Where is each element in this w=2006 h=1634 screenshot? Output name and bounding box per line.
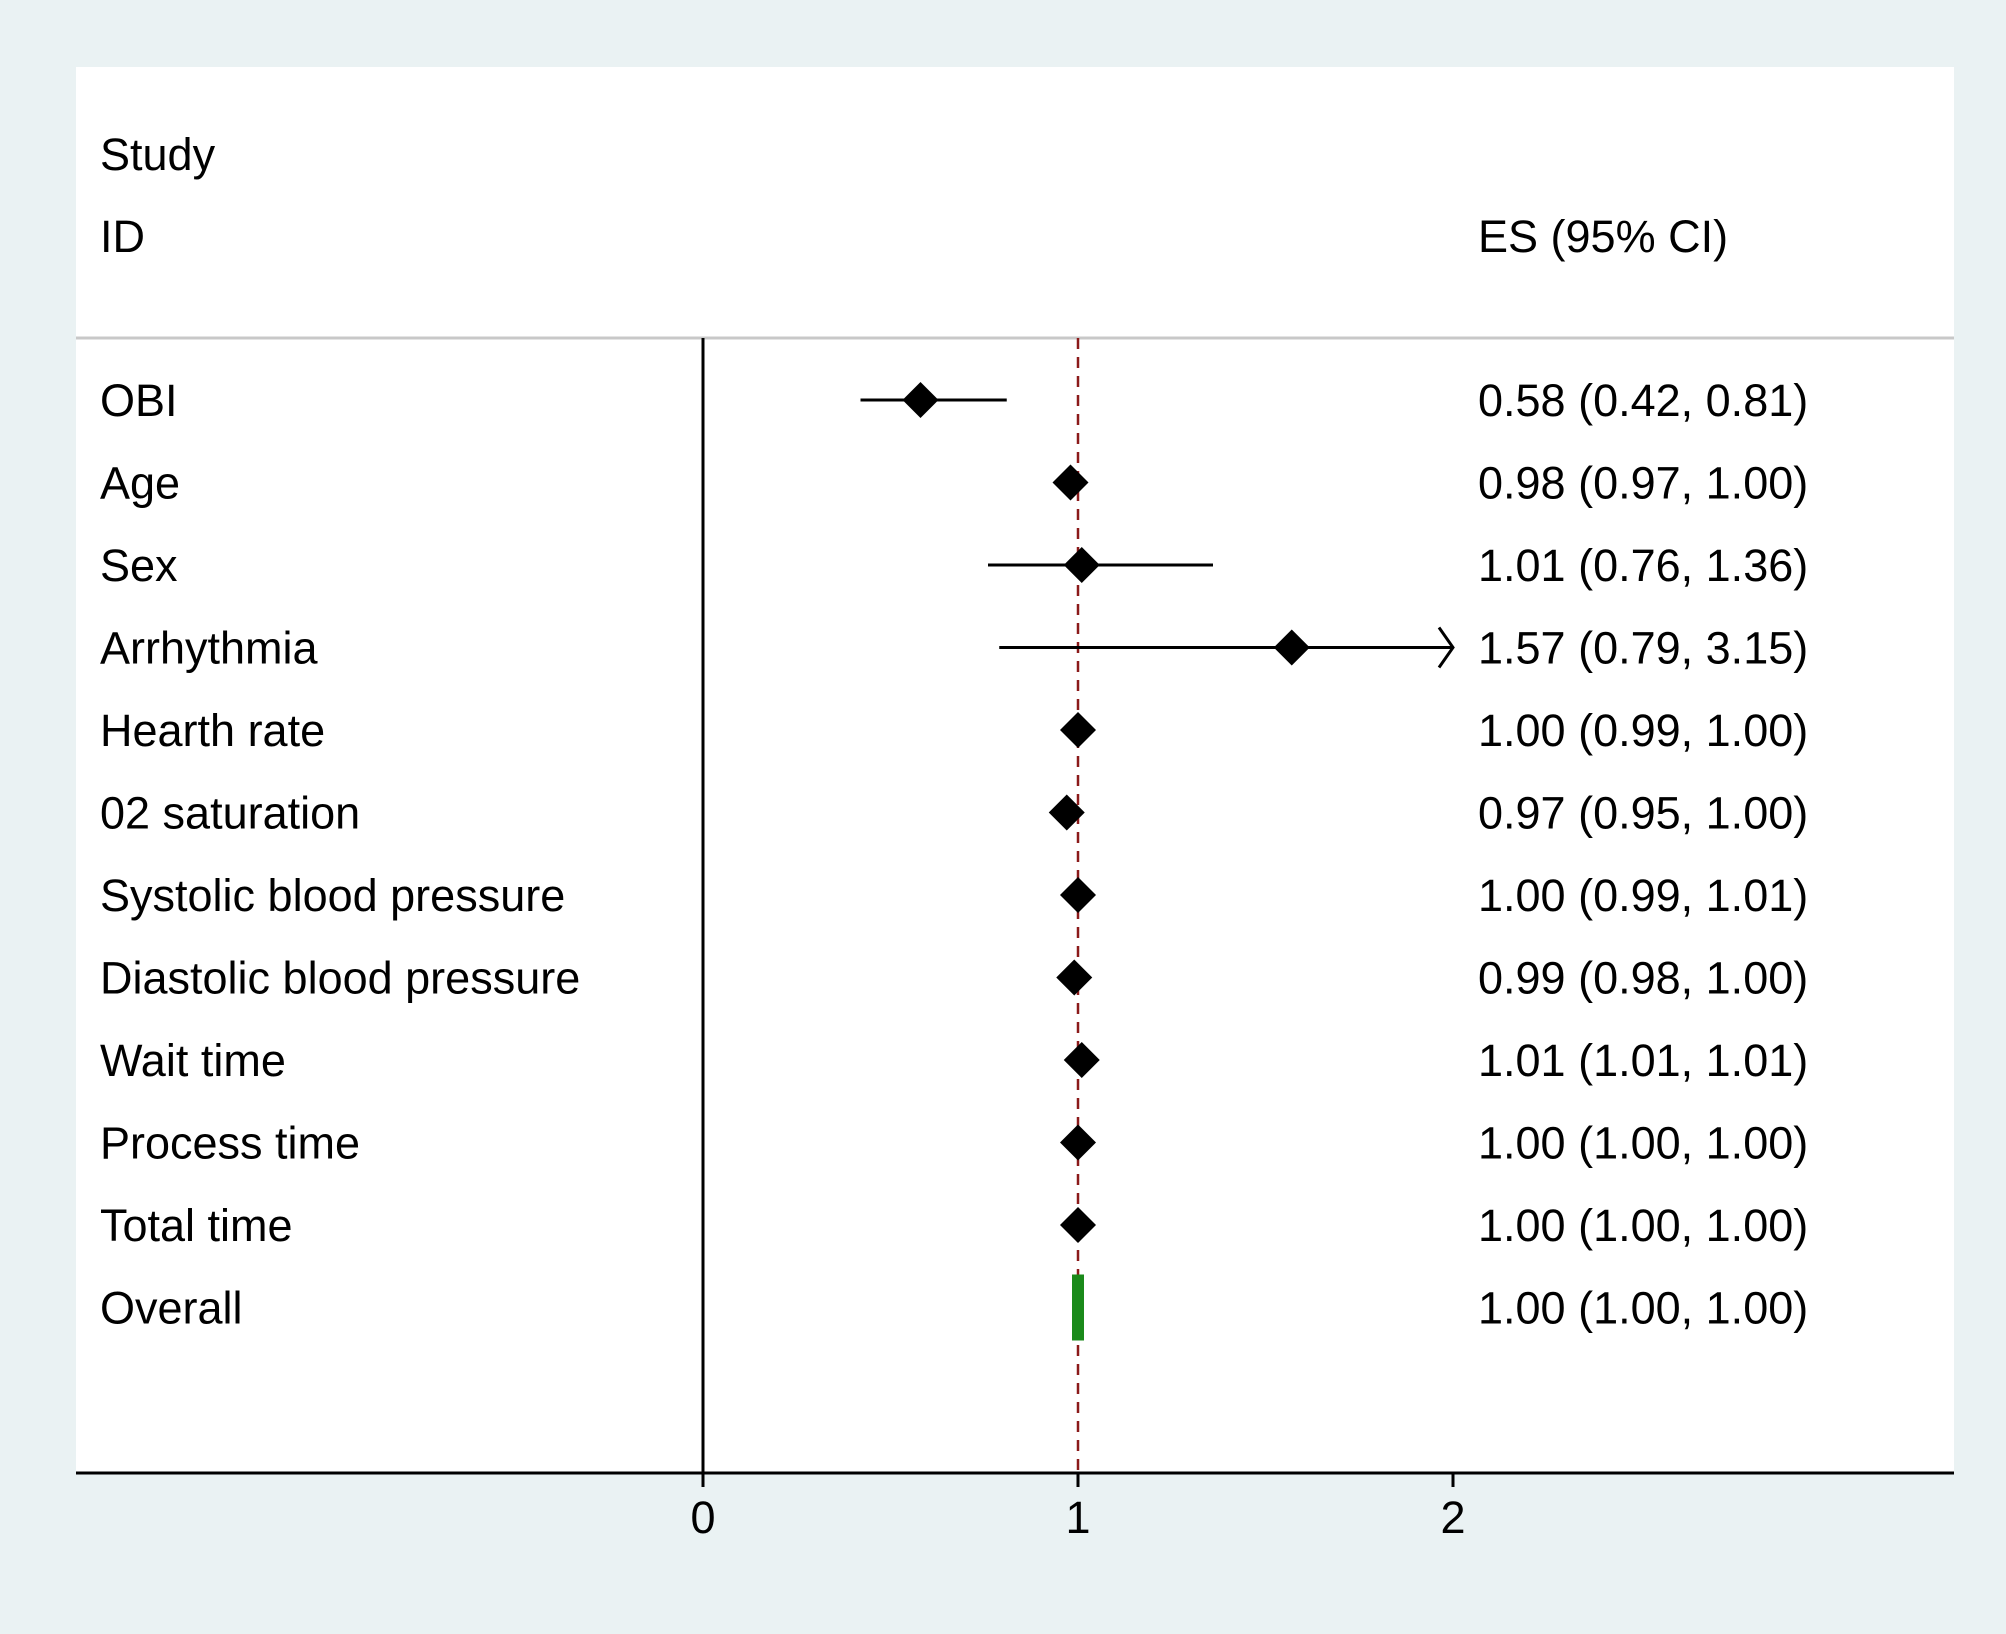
row-es-ci: 0.99 (0.98, 1.00) <box>1478 953 1808 1004</box>
overall-estimate <box>1072 1274 1084 1341</box>
row-es-ci: 1.00 (1.00, 1.00) <box>1478 1118 1808 1169</box>
row-es-ci: 1.00 (1.00, 1.00) <box>1478 1200 1808 1251</box>
row-label: Systolic blood pressure <box>100 870 565 921</box>
study-header: Study <box>100 129 216 180</box>
row-label: Diastolic blood pressure <box>100 953 580 1004</box>
x-tick-label: 0 <box>690 1492 715 1543</box>
x-tick-label: 2 <box>1440 1492 1465 1543</box>
row-label: 02 saturation <box>100 788 360 839</box>
point-estimate <box>1060 877 1096 913</box>
row-es-ci: 1.01 (1.01, 1.01) <box>1478 1035 1808 1086</box>
point-estimate <box>1063 1042 1100 1078</box>
point-estimate <box>1056 959 1093 996</box>
row-es-ci: 1.00 (0.99, 1.01) <box>1478 870 1808 921</box>
row-label: Wait time <box>100 1035 286 1086</box>
point-estimate <box>1048 794 1085 831</box>
x-tick-label: 1 <box>1065 1492 1090 1543</box>
row-label: Total time <box>100 1200 293 1251</box>
ci-arrow <box>1437 626 1455 669</box>
es-ci-header: ES (95% CI) <box>1478 211 1728 262</box>
overall-es-ci: 1.00 (1.00, 1.00) <box>1478 1283 1808 1334</box>
point-estimate <box>1273 629 1310 666</box>
point-estimate <box>1052 464 1089 501</box>
row-label: Process time <box>100 1118 360 1169</box>
overall-label: Overall <box>100 1283 243 1334</box>
row-label: Hearth rate <box>100 705 325 756</box>
row-es-ci: 0.58 (0.42, 0.81) <box>1478 375 1808 426</box>
row-es-ci: 0.97 (0.95, 1.00) <box>1478 788 1808 839</box>
row-label: Sex <box>100 540 178 591</box>
id-header: ID <box>100 211 145 262</box>
row-es-ci: 1.01 (0.76, 1.36) <box>1478 540 1808 591</box>
chart-layer: 0 1 2 OBI 0.58 (0.42, 0.81) Age 0.98 (0.97, 1.… <box>76 338 1954 1543</box>
row-es-ci: 1.00 (0.99, 1.00) <box>1478 705 1808 756</box>
row-label: Arrhythmia <box>100 623 319 674</box>
point-estimate <box>1063 547 1100 583</box>
point-estimate <box>1060 1124 1096 1161</box>
plot-panel <box>76 67 1954 1473</box>
point-estimate <box>902 382 939 418</box>
row-label: OBI <box>100 375 178 426</box>
point-estimate <box>1060 1207 1096 1243</box>
row-es-ci: 1.57 (0.79, 3.15) <box>1478 623 1808 674</box>
row-label: Age <box>100 458 180 509</box>
point-estimate <box>1060 712 1096 748</box>
row-es-ci: 0.98 (0.97, 1.00) <box>1478 458 1808 509</box>
